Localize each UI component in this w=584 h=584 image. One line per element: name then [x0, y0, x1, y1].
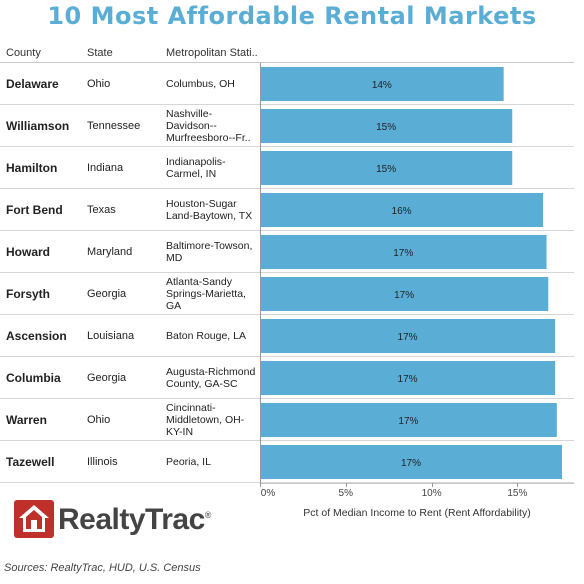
county-cell: Howard — [6, 245, 51, 259]
bar-fort-bend — [261, 193, 544, 227]
bar-tazewell — [261, 445, 562, 479]
metro-cell: Nashville- Davidson-- Murfreesboro--Fr.. — [166, 108, 251, 144]
house-logo-icon — [14, 500, 54, 538]
county-cell: Delaware — [6, 77, 59, 91]
state-cell: Georgia — [87, 288, 127, 300]
county-cell: Ascension — [6, 329, 67, 343]
x-tick-label: 10% — [421, 488, 442, 499]
county-cell: Williamson — [6, 119, 70, 133]
x-tick-label: 5% — [338, 488, 354, 499]
state-cell: Tennessee — [87, 120, 141, 132]
row-divider — [0, 272, 574, 273]
row-divider — [0, 104, 574, 105]
logo-registered-mark: ® — [204, 510, 212, 520]
state-cell: Ohio — [87, 78, 111, 90]
table-row: Howard Maryland Baltimore-Towson, MD — [0, 231, 574, 273]
x-tick-label: 0% — [260, 488, 276, 499]
state-cell: Maryland — [87, 246, 133, 258]
table-row: Fort Bend Texas Houston-Sugar Land-Baytown… — [0, 189, 574, 231]
metro-cell: Houston-Sugar Land-Baytown, TX — [166, 198, 253, 222]
metro-cell: Baton Rouge, LA — [166, 330, 246, 342]
x-tick-mark — [345, 483, 347, 487]
x-tick-mark — [517, 483, 519, 487]
county-cell: Hamilton — [6, 161, 58, 175]
table-row: Forsyth Georgia Atlanta-Sandy Springs-Mari… — [0, 273, 574, 315]
x-tick-mark — [260, 483, 261, 487]
state-cell: Georgia — [87, 372, 127, 384]
bar-data-label: 17% — [398, 416, 418, 427]
bar-columbia — [261, 361, 556, 395]
metro-cell: Cincinnati- Middletown, OH- KY-IN — [166, 402, 245, 438]
table-row: Warren Ohio Cincinnati- Middletown, OH- KY… — [0, 399, 574, 441]
state-cell: Illinois — [87, 456, 118, 468]
state-cell: Texas — [87, 204, 116, 216]
bar-data-label: 15% — [376, 122, 396, 133]
bar-data-label: 17% — [393, 248, 413, 259]
header-state: State — [87, 47, 113, 59]
metro-cell: Atlanta-Sandy Springs-Marietta, GA — [166, 276, 246, 312]
county-cell: Warren — [6, 413, 47, 427]
metro-cell: Columbus, OH — [166, 78, 235, 90]
table-row: Hamilton Indiana Indianapolis- Carmel, IN — [0, 147, 574, 189]
zero-axis-line — [260, 63, 261, 483]
bar-data-label: 16% — [392, 206, 412, 217]
state-cell: Louisiana — [87, 330, 135, 342]
x-tick-mark — [431, 483, 433, 487]
row-divider — [0, 482, 574, 483]
logo-text: RealtyTrac — [58, 503, 205, 536]
table-row: Tazewell Illinois Peoria, IL — [0, 441, 574, 483]
sources-note: Sources: RealtyTrac, HUD, U.S. Census — [4, 562, 201, 574]
table-row: Columbia Georgia Augusta-Richmond County, … — [0, 357, 574, 399]
x-tick-label: 15% — [507, 488, 528, 499]
metro-cell: Peoria, IL — [166, 456, 211, 468]
row-divider — [0, 230, 574, 231]
header-county: County — [6, 47, 41, 59]
metro-cell: Indianapolis- Carmel, IN — [166, 156, 226, 180]
bar-forsyth — [261, 277, 549, 311]
bar-hamilton — [261, 151, 513, 185]
state-cell: Indiana — [87, 162, 124, 174]
bar-ascension — [261, 319, 556, 353]
realtytrac-logo: RealtyTrac® — [14, 500, 214, 540]
table-row: Ascension Louisiana Baton Rouge, LA — [0, 315, 574, 357]
county-cell: Tazewell — [6, 455, 55, 469]
state-cell: Ohio — [87, 414, 111, 426]
county-cell: Columbia — [6, 371, 61, 385]
row-divider — [0, 356, 574, 357]
bar-plot: 14% 15% 15% 16% 17% 17% 17% 17% 17% 17% — [261, 67, 562, 479]
county-cell: Forsyth — [6, 287, 51, 301]
bar-williamson — [261, 109, 513, 143]
row-divider — [0, 314, 574, 315]
x-axis-label: Pct of Median Income to Rent (Rent Affor… — [303, 507, 531, 519]
header-divider — [0, 62, 574, 63]
chart-title: 10 Most Affordable Rental Markets — [47, 2, 537, 30]
bar-data-label: 15% — [376, 164, 396, 175]
table-row: Williamson Tennessee Nashville- Davidson--… — [0, 105, 574, 147]
metro-cell: Baltimore-Towson, MD — [166, 240, 253, 264]
row-divider — [0, 398, 574, 399]
bar-data-label: 17% — [398, 374, 418, 385]
county-cell: Fort Bend — [6, 203, 63, 217]
bar-data-label: 14% — [372, 80, 392, 91]
x-axis-line — [260, 483, 574, 484]
bar-data-label: 17% — [398, 332, 418, 343]
row-divider — [0, 146, 574, 147]
row-divider — [0, 188, 574, 189]
bar-howard — [261, 235, 547, 269]
header-metro: Metropolitan Stati.. — [166, 47, 258, 59]
bar-data-label: 17% — [401, 458, 421, 469]
bar-data-label: 17% — [394, 290, 414, 301]
bar-warren — [261, 403, 557, 437]
bar-delaware — [261, 67, 504, 101]
row-divider — [0, 440, 574, 441]
table-row: Delaware Ohio Columbus, OH — [0, 63, 574, 105]
metro-cell: Augusta-Richmond County, GA-SC — [166, 366, 256, 390]
